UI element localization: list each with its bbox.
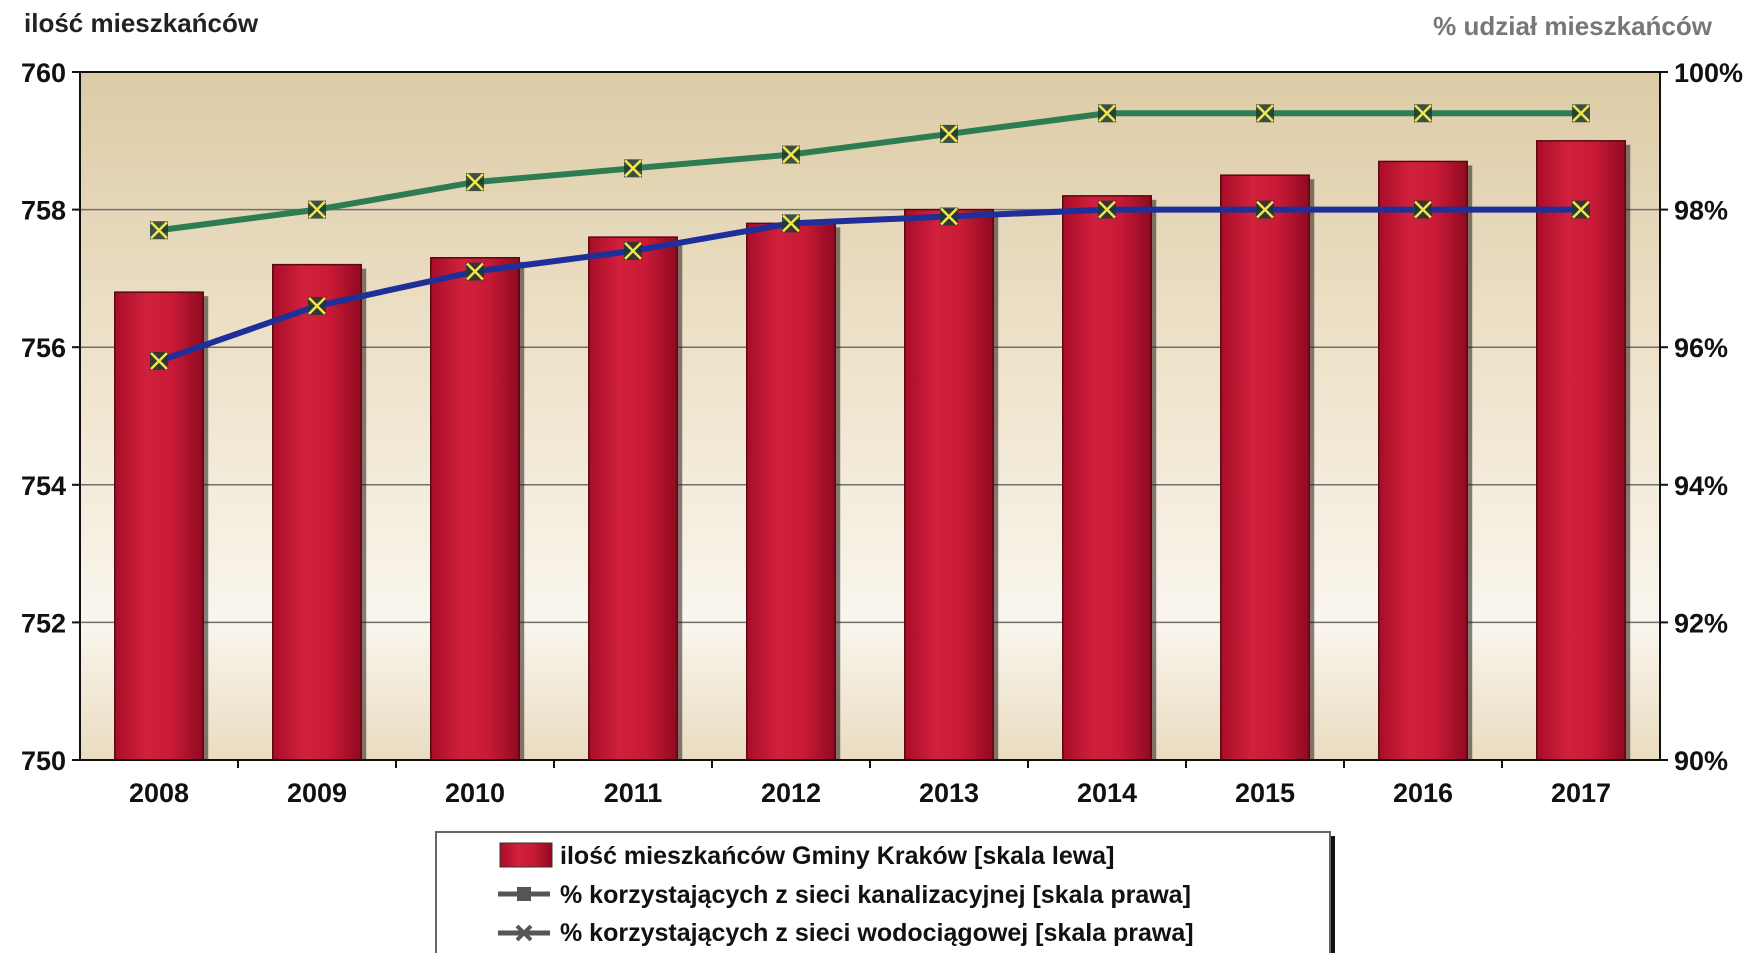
series-2-marker	[624, 159, 642, 178]
series-1-marker	[1256, 200, 1274, 219]
lines	[150, 104, 1590, 370]
series-1-marker	[1098, 200, 1116, 219]
left-tick-label: 758	[21, 196, 66, 226]
series-2-marker	[1098, 104, 1116, 123]
bar	[272, 263, 362, 761]
axes: 750 752 754 756 758 760 90% 92% 94% 96% 98% 100% 200…	[21, 58, 1743, 808]
x-tick-label: 2009	[287, 778, 347, 808]
marker-cross	[1098, 104, 1116, 123]
series-2-marker	[1572, 104, 1590, 123]
legend-label-sewer: % korzystających z sieci kanalizacyjnej …	[560, 881, 1191, 909]
bar	[430, 257, 520, 761]
right-tick-label: 92%	[1674, 608, 1728, 638]
legend-swatch-population	[499, 842, 553, 868]
x-tick-label: 2014	[1077, 778, 1137, 808]
left-tick-label: 760	[21, 58, 66, 88]
series-1-marker	[466, 262, 484, 281]
series-2-marker	[150, 221, 168, 240]
series-1-marker	[1414, 200, 1432, 219]
legend-marker-water	[515, 924, 533, 942]
right-tick-label: 96%	[1674, 333, 1728, 363]
right-tick-label: 94%	[1674, 471, 1728, 501]
x-tick-label: 2011	[604, 778, 663, 808]
series-1-marker	[150, 351, 168, 370]
marker-cross	[308, 200, 326, 219]
series-1-marker	[308, 296, 326, 315]
right-axis-title: % udział mieszkańców	[1433, 11, 1713, 41]
marker-cross	[940, 207, 958, 226]
right-tick-label: 98%	[1674, 196, 1728, 226]
right-tick-label: 90%	[1674, 746, 1728, 776]
x-tick-label: 2015	[1235, 778, 1295, 808]
series-2-marker	[308, 200, 326, 219]
marker-cross	[940, 125, 958, 143]
left-axis-title: ilość mieszkańców	[24, 8, 259, 38]
bar	[114, 291, 204, 761]
x-tick-label: 2012	[761, 778, 821, 808]
marker-cross	[1572, 200, 1590, 219]
bars	[114, 140, 1631, 761]
left-tick-label: 750	[21, 746, 66, 776]
bar	[1062, 195, 1152, 761]
marker-cross	[1572, 104, 1590, 123]
series-2-marker	[466, 173, 484, 192]
x-tick-label: 2008	[129, 778, 189, 808]
marker-cross	[308, 297, 326, 315]
series-1-marker	[624, 241, 642, 260]
x-tick-label: 2017	[1551, 778, 1611, 808]
bar	[1220, 174, 1310, 761]
marker-cross	[782, 145, 800, 164]
bar	[1378, 160, 1468, 761]
x-tick-label: 2010	[445, 778, 505, 808]
marker-cross	[466, 262, 484, 281]
marker-cross	[1414, 104, 1432, 123]
bar	[1536, 140, 1626, 761]
marker-cross	[150, 221, 168, 240]
left-tick-label: 756	[21, 333, 66, 363]
marker-cross	[466, 173, 484, 191]
right-tick-label: 100%	[1674, 58, 1743, 88]
x-tick-label: 2016	[1393, 778, 1453, 808]
legend-label-water: % korzystających z sieci wodociągowej [s…	[560, 919, 1194, 947]
x-tick-label: 2013	[919, 778, 979, 808]
bar	[904, 208, 994, 761]
series-line-1	[158, 206, 1581, 364]
series-1-marker	[782, 214, 800, 233]
bar	[746, 222, 836, 761]
marker-cross	[1256, 200, 1274, 219]
left-tick-label: 752	[21, 608, 66, 638]
series-line-2	[158, 110, 1581, 234]
series-1-marker	[1572, 200, 1590, 219]
legend-label-population: ilość mieszkańców Gminy Kraków [skala le…	[560, 842, 1114, 870]
marker-cross	[150, 352, 168, 370]
marker-cross	[782, 214, 800, 233]
series-1-marker	[940, 207, 958, 226]
series-2-marker	[940, 124, 958, 143]
marker-cross	[624, 159, 642, 178]
legend: ilość mieszkańców Gminy Kraków [skala le…	[435, 831, 1335, 953]
marker-cross	[1098, 200, 1116, 219]
bar	[588, 236, 678, 761]
series-2-marker	[1414, 104, 1432, 123]
legend-marker-sewer	[517, 887, 531, 901]
marker-cross	[624, 241, 642, 260]
series-2-marker	[1256, 104, 1274, 123]
left-tick-label: 754	[21, 471, 66, 501]
series-2-marker	[782, 145, 800, 164]
marker-cross	[1256, 104, 1274, 123]
legend-box	[435, 831, 1331, 953]
marker-cross	[1414, 200, 1432, 219]
